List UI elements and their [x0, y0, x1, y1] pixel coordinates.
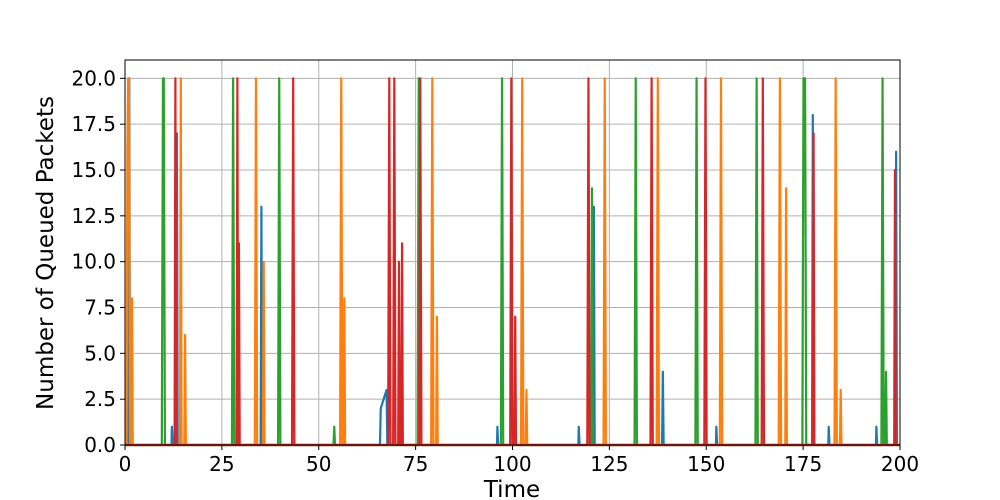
x-tick-label: 100	[493, 452, 531, 476]
y-tick-label: 2.5	[84, 387, 116, 411]
y-axis-label: Number of Queued Packets	[33, 96, 59, 410]
x-tick-label: 0	[119, 452, 132, 476]
y-tick-label: 15.0	[71, 158, 116, 182]
y-tick-label: 0.0	[84, 433, 116, 457]
y-tick-label: 10.0	[71, 250, 116, 274]
y-tick-label: 17.5	[71, 112, 116, 136]
x-tick-label: 25	[209, 452, 234, 476]
x-axis-label: Time	[483, 477, 540, 500]
x-tick-label: 200	[881, 452, 919, 476]
x-tick-label: 150	[687, 452, 725, 476]
y-tick-label: 20.0	[71, 66, 116, 90]
y-tick-label: 12.5	[71, 204, 116, 228]
y-tick-label: 7.5	[84, 296, 116, 320]
x-tick-label: 175	[784, 452, 822, 476]
x-tick-label: 125	[590, 452, 628, 476]
axis-ticks: 0 25 50 75 100 125 150 175 200 0.0 2.5 5.0 7.5 10.0 12…	[71, 66, 919, 476]
x-tick-label: 75	[403, 452, 428, 476]
x-tick-label: 50	[306, 452, 331, 476]
y-tick-label: 5.0	[84, 341, 116, 365]
